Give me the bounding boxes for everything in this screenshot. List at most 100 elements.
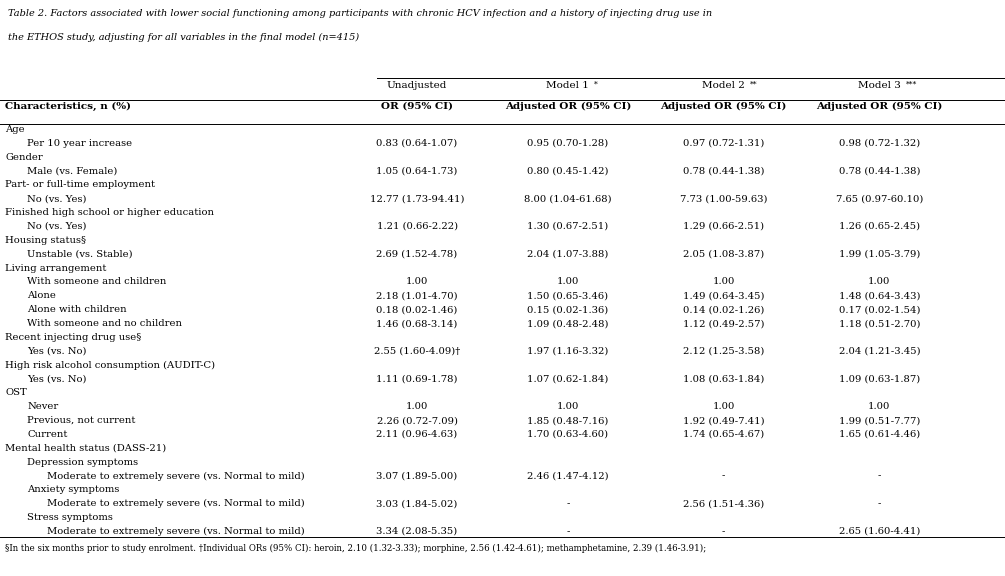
Text: 1.49 (0.64-3.45): 1.49 (0.64-3.45) [682, 291, 765, 300]
Text: High risk alcohol consumption (AUDIT-C): High risk alcohol consumption (AUDIT-C) [5, 361, 215, 370]
Text: Moderate to extremely severe (vs. Normal to mild): Moderate to extremely severe (vs. Normal… [47, 499, 305, 509]
Text: 1.26 (0.65-2.45): 1.26 (0.65-2.45) [839, 222, 920, 231]
Text: 0.97 (0.72-1.31): 0.97 (0.72-1.31) [683, 139, 764, 148]
Text: Recent injecting drug use§: Recent injecting drug use§ [5, 333, 142, 342]
Text: 0.78 (0.44-1.38): 0.78 (0.44-1.38) [838, 166, 921, 176]
Text: 1.50 (0.65-3.46): 1.50 (0.65-3.46) [528, 291, 608, 300]
Text: 1.65 (0.61-4.46): 1.65 (0.61-4.46) [839, 430, 920, 439]
Text: 1.11 (0.69-1.78): 1.11 (0.69-1.78) [376, 374, 458, 384]
Text: 7.73 (1.00-59.63): 7.73 (1.00-59.63) [679, 194, 768, 203]
Text: 1.00: 1.00 [406, 402, 428, 411]
Text: 1.92 (0.49-7.41): 1.92 (0.49-7.41) [682, 416, 765, 425]
Text: Adjusted OR (95% CI): Adjusted OR (95% CI) [505, 102, 631, 111]
Text: 1.29 (0.66-2.51): 1.29 (0.66-2.51) [683, 222, 764, 231]
Text: 1.85 (0.48-7.16): 1.85 (0.48-7.16) [528, 416, 608, 425]
Text: -: - [566, 499, 570, 508]
Text: 2.55 (1.60-4.09)†: 2.55 (1.60-4.09)† [374, 347, 460, 356]
Text: 1.00: 1.00 [557, 278, 579, 286]
Text: Never: Never [27, 402, 58, 411]
Text: Yes (vs. No): Yes (vs. No) [27, 347, 86, 356]
Text: 0.98 (0.72-1.32): 0.98 (0.72-1.32) [839, 139, 920, 148]
Text: -: - [877, 499, 881, 508]
Text: Unstable (vs. Stable): Unstable (vs. Stable) [27, 250, 133, 259]
Text: Age: Age [5, 125, 25, 134]
Text: *: * [594, 81, 598, 89]
Text: Current: Current [27, 430, 67, 439]
Text: Alone: Alone [27, 291, 56, 300]
Text: Characteristics, n (%): Characteristics, n (%) [5, 102, 131, 111]
Text: Moderate to extremely severe (vs. Normal to mild): Moderate to extremely severe (vs. Normal… [47, 527, 305, 536]
Text: Depression symptoms: Depression symptoms [27, 458, 139, 467]
Text: Moderate to extremely severe (vs. Normal to mild): Moderate to extremely severe (vs. Normal… [47, 472, 305, 481]
Text: 1.05 (0.64-1.73): 1.05 (0.64-1.73) [377, 166, 457, 176]
Text: 3.03 (1.84-5.02): 3.03 (1.84-5.02) [377, 499, 457, 508]
Text: 1.08 (0.63-1.84): 1.08 (0.63-1.84) [683, 374, 764, 384]
Text: 2.04 (1.21-3.45): 2.04 (1.21-3.45) [838, 347, 921, 356]
Text: 2.69 (1.52-4.78): 2.69 (1.52-4.78) [377, 250, 457, 259]
Text: 2.46 (1.47-4.12): 2.46 (1.47-4.12) [527, 472, 609, 480]
Text: **: ** [750, 81, 757, 89]
Text: 2.65 (1.60-4.41): 2.65 (1.60-4.41) [839, 527, 920, 536]
Text: Adjusted OR (95% CI): Adjusted OR (95% CI) [660, 102, 787, 111]
Text: Model 2: Model 2 [702, 81, 745, 90]
Text: 1.00: 1.00 [868, 402, 890, 411]
Text: Stress symptoms: Stress symptoms [27, 513, 113, 522]
Text: 1.12 (0.49-2.57): 1.12 (0.49-2.57) [682, 319, 765, 328]
Text: 2.12 (1.25-3.58): 2.12 (1.25-3.58) [683, 347, 764, 356]
Text: Model 3: Model 3 [858, 81, 900, 90]
Text: 0.80 (0.45-1.42): 0.80 (0.45-1.42) [527, 166, 609, 176]
Text: Per 10 year increase: Per 10 year increase [27, 139, 133, 148]
Text: Housing status§: Housing status§ [5, 236, 86, 245]
Text: With someone and children: With someone and children [27, 278, 167, 286]
Text: 0.83 (0.64-1.07): 0.83 (0.64-1.07) [377, 139, 457, 148]
Text: 1.09 (0.63-1.87): 1.09 (0.63-1.87) [839, 374, 920, 384]
Text: §In the six months prior to study enrolment. †Individual ORs (95% CI): heroin, 2: §In the six months prior to study enrolm… [5, 544, 707, 554]
Text: 1.18 (0.51-2.70): 1.18 (0.51-2.70) [838, 319, 921, 328]
Text: No (vs. Yes): No (vs. Yes) [27, 222, 86, 231]
Text: 12.77 (1.73-94.41): 12.77 (1.73-94.41) [370, 194, 464, 203]
Text: -: - [877, 472, 881, 480]
Text: 1.21 (0.66-2.22): 1.21 (0.66-2.22) [377, 222, 457, 231]
Text: Unadjusted: Unadjusted [387, 81, 447, 90]
Text: 2.11 (0.96-4.63): 2.11 (0.96-4.63) [377, 430, 457, 439]
Text: OST: OST [5, 388, 27, 397]
Text: the ETHOS study, adjusting for all variables in the final model (n=415): the ETHOS study, adjusting for all varia… [8, 33, 359, 42]
Text: 1.00: 1.00 [868, 278, 890, 286]
Text: 1.74 (0.65-4.67): 1.74 (0.65-4.67) [683, 430, 764, 439]
Text: 1.48 (0.64-3.43): 1.48 (0.64-3.43) [838, 291, 921, 300]
Text: No (vs. Yes): No (vs. Yes) [27, 194, 86, 203]
Text: 3.34 (2.08-5.35): 3.34 (2.08-5.35) [377, 527, 457, 536]
Text: 2.56 (1.51-4.36): 2.56 (1.51-4.36) [683, 499, 764, 508]
Text: 2.04 (1.07-3.88): 2.04 (1.07-3.88) [528, 250, 608, 259]
Text: 1.00: 1.00 [557, 402, 579, 411]
Text: 1.00: 1.00 [406, 278, 428, 286]
Text: With someone and no children: With someone and no children [27, 319, 182, 328]
Text: Living arrangement: Living arrangement [5, 264, 107, 272]
Text: 1.07 (0.62-1.84): 1.07 (0.62-1.84) [528, 374, 608, 384]
Text: ***: *** [906, 81, 917, 89]
Text: Adjusted OR (95% CI): Adjusted OR (95% CI) [816, 102, 943, 111]
Text: Part- or full-time employment: Part- or full-time employment [5, 180, 155, 190]
Text: 0.18 (0.02-1.46): 0.18 (0.02-1.46) [377, 305, 457, 314]
Text: 0.95 (0.70-1.28): 0.95 (0.70-1.28) [528, 139, 608, 148]
Text: Table 2. Factors associated with lower social functioning among participants wit: Table 2. Factors associated with lower s… [8, 9, 716, 18]
Text: 0.78 (0.44-1.38): 0.78 (0.44-1.38) [682, 166, 765, 176]
Text: 1.46 (0.68-3.14): 1.46 (0.68-3.14) [377, 319, 457, 328]
Text: 1.70 (0.63-4.60): 1.70 (0.63-4.60) [528, 430, 608, 439]
Text: 2.05 (1.08-3.87): 2.05 (1.08-3.87) [683, 250, 764, 259]
Text: 1.97 (1.16-3.32): 1.97 (1.16-3.32) [528, 347, 608, 356]
Text: 1.99 (0.51-7.77): 1.99 (0.51-7.77) [839, 416, 920, 425]
Text: 0.17 (0.02-1.54): 0.17 (0.02-1.54) [838, 305, 921, 314]
Text: 1.09 (0.48-2.48): 1.09 (0.48-2.48) [527, 319, 609, 328]
Text: Male (vs. Female): Male (vs. Female) [27, 166, 118, 176]
Text: -: - [722, 527, 726, 536]
Text: 1.00: 1.00 [713, 278, 735, 286]
Text: -: - [566, 527, 570, 536]
Text: 1.99 (1.05-3.79): 1.99 (1.05-3.79) [839, 250, 920, 259]
Text: 2.26 (0.72-7.09): 2.26 (0.72-7.09) [377, 416, 457, 425]
Text: Mental health status (DASS-21): Mental health status (DASS-21) [5, 444, 166, 453]
Text: 0.15 (0.02-1.36): 0.15 (0.02-1.36) [528, 305, 608, 314]
Text: 2.18 (1.01-4.70): 2.18 (1.01-4.70) [376, 291, 458, 300]
Text: Alone with children: Alone with children [27, 305, 127, 314]
Text: Model 1: Model 1 [547, 81, 589, 90]
